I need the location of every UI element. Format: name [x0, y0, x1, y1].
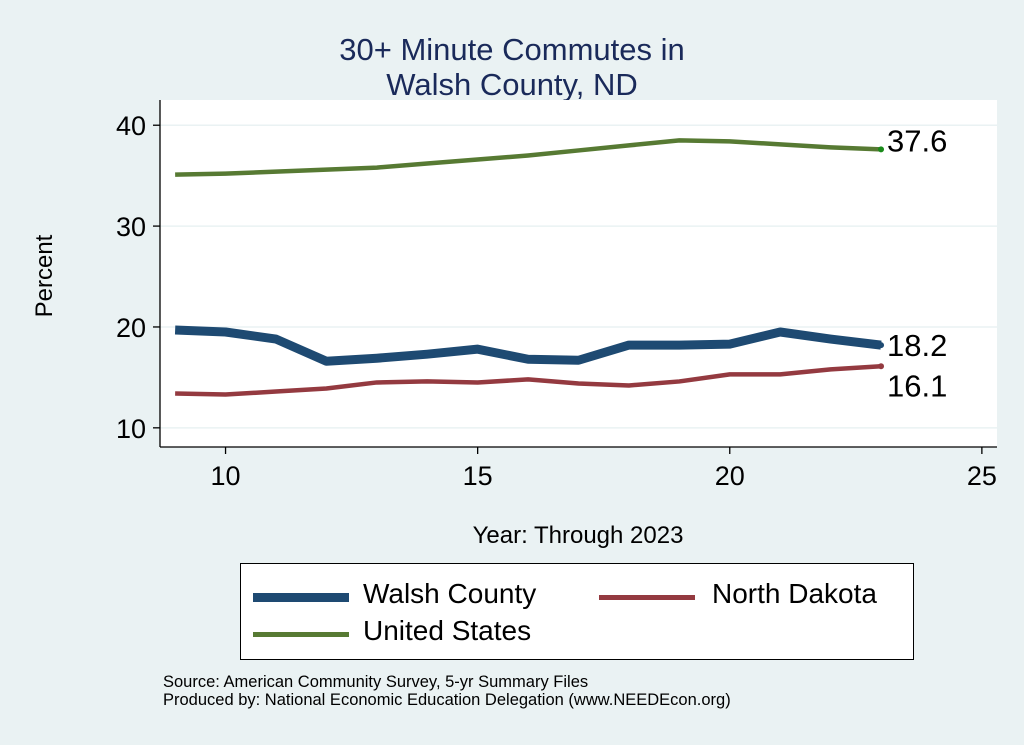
chart-title-line2: Walsh County, ND: [386, 67, 638, 102]
chart-title-line1: 30+ Minute Commutes in: [339, 32, 685, 67]
series-line-united-states: [175, 138, 882, 177]
end-point: [878, 146, 885, 153]
end-label: 16.1: [887, 368, 947, 403]
legend-label-nd: North Dakota: [712, 578, 877, 609]
x-tick-label: 10: [211, 461, 241, 491]
legend-swatch-walsh: [253, 593, 349, 602]
series-line-walsh-county: [174, 325, 882, 366]
end-label: 18.2: [887, 328, 947, 363]
legend-label-walsh: Walsh County: [363, 578, 537, 609]
x-tick-label: 15: [463, 461, 493, 491]
y-axis-label: Percent: [31, 234, 58, 317]
source-note: Source: American Community Survey, 5-yr …: [163, 673, 731, 709]
producer-line: Produced by: National Economic Education…: [163, 691, 731, 709]
y-tick-label: 20: [116, 313, 146, 343]
x-tick-label: 25: [967, 461, 997, 491]
end-point: [878, 363, 885, 370]
y-tick-label: 30: [116, 212, 146, 242]
legend-swatch-us: [253, 632, 349, 637]
end-label: 37.6: [887, 123, 947, 158]
series-line-north-dakota: [175, 364, 882, 397]
y-tick-label: 40: [116, 111, 146, 141]
x-axis-label: Year: Through 2023: [473, 522, 684, 549]
y-tick-label: 10: [116, 414, 146, 444]
source-line: Source: American Community Survey, 5-yr …: [163, 673, 589, 691]
end-point: [878, 342, 885, 349]
legend-swatch-nd: [599, 595, 695, 600]
legend: Walsh County North Dakota United States: [240, 563, 914, 660]
legend-label-us: United States: [363, 615, 532, 646]
x-tick-label: 20: [715, 461, 745, 491]
